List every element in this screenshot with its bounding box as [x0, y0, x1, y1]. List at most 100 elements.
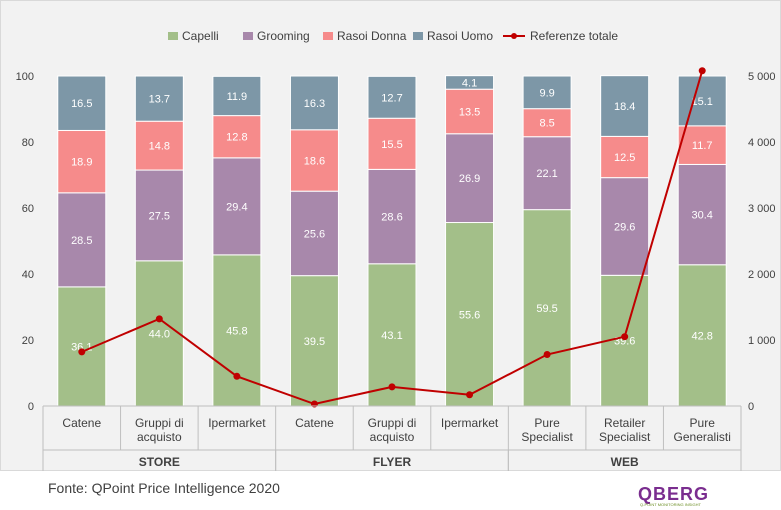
y-left-tick-label: 60: [22, 203, 34, 215]
legend-label: Rasoi Uomo: [427, 29, 493, 43]
line-point: [698, 67, 706, 75]
bar-data-label: 18.6: [304, 155, 325, 167]
line-point: [233, 372, 241, 380]
category-label: Pure Generalisti: [674, 416, 731, 444]
bar-data-label: 16.5: [71, 98, 92, 110]
bar-data-label: 12.8: [226, 132, 247, 144]
bar-data-label: 55.6: [459, 309, 480, 321]
bar-segment: [677, 163, 727, 266]
bar-data-label: 59.5: [536, 303, 557, 315]
bar-segment: [212, 157, 262, 256]
bar-data-label: 27.5: [149, 210, 170, 222]
bar-data-label: 12.5: [614, 152, 635, 164]
y-right-tick-label: 1 000: [748, 335, 776, 347]
logo-tagline: Q-POINT MONITORING INSIGHT: [640, 502, 702, 507]
bar-data-label: 43.1: [381, 330, 402, 342]
legend-label: Rasoi Donna: [337, 29, 407, 43]
group-label: STORE: [139, 455, 180, 469]
bar-data-label: 14.8: [149, 141, 170, 153]
bar-data-label: 18.9: [71, 157, 92, 169]
bar-segment: [600, 75, 650, 137]
line-point: [78, 348, 86, 356]
bar-segment: [677, 75, 727, 127]
bar-data-label: 9.9: [539, 87, 554, 99]
category-label: Gruppi di acquisto: [368, 416, 417, 444]
bar-segment: [57, 286, 107, 407]
bar-data-label: 11.9: [227, 91, 248, 103]
y-right-tick-label: 5 000: [748, 71, 776, 83]
legend-swatch: [413, 32, 423, 40]
bar-segment: [212, 115, 262, 159]
category-label: Ipermarket: [208, 416, 266, 430]
line-point: [155, 315, 163, 323]
bar-data-label: 39.5: [304, 336, 325, 348]
bar-data-label: 12.7: [381, 92, 402, 104]
bar-segment: [445, 75, 495, 90]
bar-data-label: 45.8: [226, 325, 247, 337]
y-right-tick-label: 2 000: [748, 269, 776, 281]
category-label: Retailer Specialist: [599, 416, 651, 444]
bar-segment: [289, 190, 339, 277]
bar-data-label: 28.5: [71, 235, 92, 247]
qberg-logo: QBERG Q-POINT MONITORING INSIGHT: [638, 484, 709, 507]
legend-swatch: [323, 32, 333, 40]
bar-segment: [57, 75, 107, 131]
bar-segment: [134, 120, 184, 171]
bar-data-label: 15.1: [692, 96, 713, 108]
bar-segment: [289, 275, 339, 407]
legend-swatch: [168, 32, 178, 40]
bar-data-label: 13.5: [459, 106, 480, 118]
bar-data-label: 42.8: [692, 330, 713, 342]
y-left-tick-label: 0: [28, 401, 34, 413]
bar-data-label: 30.4: [692, 210, 713, 222]
bar-segment: [212, 75, 262, 117]
bar-segment: [445, 222, 495, 407]
bar-segment: [600, 177, 650, 276]
bar-segment: [289, 129, 339, 192]
bar-data-label: 29.4: [226, 201, 247, 213]
y-left-tick-label: 100: [16, 71, 34, 83]
bar-segment: [134, 260, 184, 407]
bar-segment: [522, 75, 572, 110]
bar-segment: [445, 88, 495, 135]
legend-line-marker: [511, 33, 517, 39]
legend-label: Grooming: [257, 29, 310, 43]
bar-data-label: 11.7: [692, 140, 713, 152]
bar-data-label: 18.4: [614, 101, 635, 113]
bar-data-label: 22.1: [536, 168, 557, 180]
bar-data-label: 44.0: [149, 328, 170, 340]
bar-data-label: 15.5: [381, 139, 402, 151]
bar-segment: [134, 75, 184, 122]
category-label: Gruppi di acquisto: [135, 416, 184, 444]
bar-data-label: 26.9: [459, 173, 480, 185]
stacked-bar-chart: Capelli Grooming Rasoi Donna Rasoi Uomo Refe…: [16, 29, 776, 471]
source-note: Fonte: QPoint Price Intelligence 2020: [48, 480, 280, 496]
bar-data-label: 13.7: [149, 94, 170, 106]
category-label: Catene: [295, 416, 334, 430]
bar-segment: [522, 108, 572, 138]
bar-data-label: 28.6: [381, 212, 402, 224]
y-right-tick-label: 0: [748, 401, 754, 413]
bar-segment: [367, 75, 417, 119]
bar-data-label: 29.6: [614, 221, 635, 233]
y-left-tick-label: 40: [22, 269, 34, 281]
y-right-tick-label: 4 000: [748, 137, 776, 149]
bar-segment: [677, 264, 727, 407]
bar-data-label: 16.3: [304, 98, 325, 110]
bar-segment: [522, 136, 572, 211]
bar-data-label: 4.1: [462, 77, 477, 89]
bar-segment: [367, 263, 417, 407]
line-point: [621, 333, 629, 341]
bar-segment: [57, 192, 107, 288]
line-point: [543, 351, 551, 359]
category-label: Catene: [62, 416, 101, 430]
bar-segment: [445, 133, 495, 224]
category-label: Ipermarket: [441, 416, 499, 430]
logo-wordmark: QBERG: [638, 484, 709, 504]
bar-data-label: 8.5: [539, 118, 554, 130]
line-point: [388, 383, 396, 391]
bar-segment: [600, 135, 650, 179]
bar-segment: [134, 169, 184, 262]
category-label: Pure Specialist: [521, 416, 573, 444]
legend-label: Capelli: [182, 29, 219, 43]
